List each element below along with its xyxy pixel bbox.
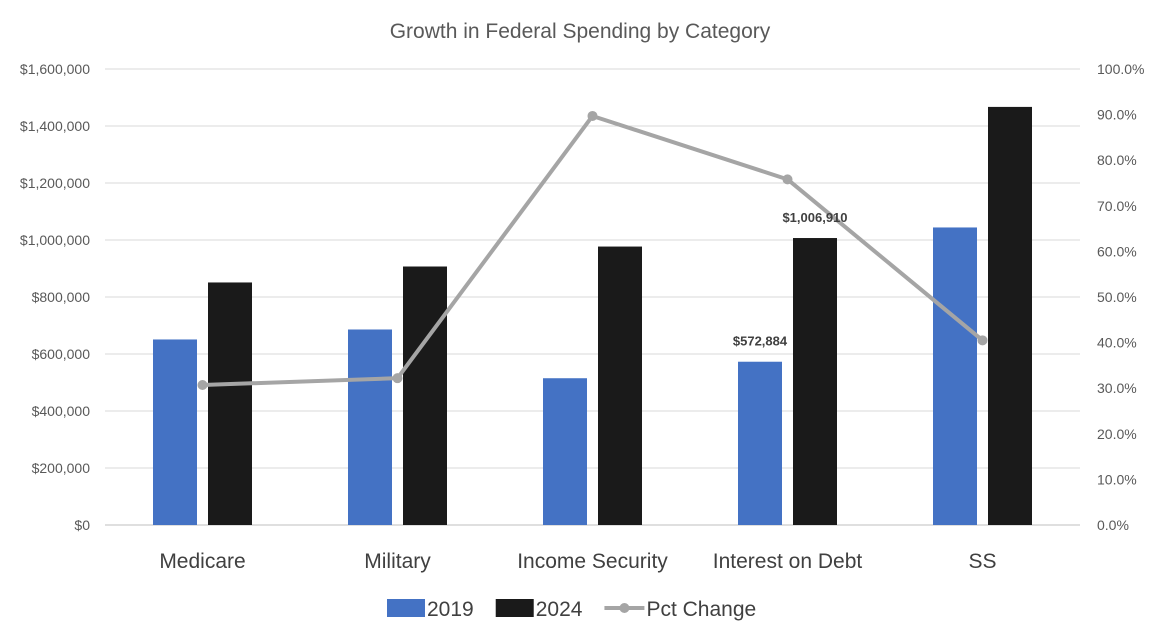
legend-line-marker <box>619 603 630 613</box>
right-tick-label: 70.0% <box>1097 198 1137 214</box>
left-tick-label: $800,000 <box>32 289 91 305</box>
bar-2019-military <box>348 329 392 525</box>
left-tick-label: $1,600,000 <box>20 61 90 77</box>
left-tick-label: $200,000 <box>32 460 91 476</box>
right-tick-label: 80.0% <box>1097 152 1137 168</box>
legend-label: 2019 <box>427 598 474 621</box>
category-label: Military <box>364 550 431 573</box>
bar-2024-military <box>403 266 447 525</box>
right-tick-label: 0.0% <box>1097 517 1129 533</box>
legend-swatch-2024 <box>495 599 534 617</box>
left-axis-ticks: $0 $200,000 $400,000 $600,000 $800,000 $1,000… <box>20 61 90 533</box>
bar-2024-ss <box>988 106 1032 525</box>
left-tick-label: $0 <box>74 517 90 533</box>
data-label: $1,006,910 <box>782 210 847 225</box>
data-label: $572,884 <box>733 334 788 349</box>
pct-change-line <box>197 110 988 391</box>
right-tick-label: 40.0% <box>1097 335 1137 351</box>
right-tick-label: 90.0% <box>1097 107 1137 123</box>
pct-change-point-military <box>392 373 403 384</box>
category-label: Medicare <box>159 550 245 573</box>
bar-2019-medicare <box>153 339 197 525</box>
left-tick-label: $1,400,000 <box>20 118 90 134</box>
gridlines <box>105 68 1080 526</box>
category-label: Interest on Debt <box>713 550 863 573</box>
right-tick-label: 20.0% <box>1097 426 1137 442</box>
right-tick-label: 30.0% <box>1097 380 1137 396</box>
legend-swatch-2019 <box>387 599 425 617</box>
pct-change-point-interest-on-debt <box>782 174 793 185</box>
left-tick-label: $600,000 <box>32 346 91 362</box>
left-tick-label: $1,200,000 <box>20 175 90 191</box>
pct-change-point-medicare <box>197 380 208 391</box>
category-label: Income Security <box>517 550 668 573</box>
pct-change-point-income-security <box>587 110 598 121</box>
left-tick-label: $1,000,000 <box>20 232 90 248</box>
bar-2024-interest-on-debt <box>793 238 837 526</box>
pct-change-point-ss <box>977 335 988 346</box>
chart-title: Growth in Federal Spending by Category <box>390 20 771 43</box>
right-tick-label: 50.0% <box>1097 289 1137 305</box>
right-tick-label: 60.0% <box>1097 243 1137 259</box>
right-tick-label: 100.0% <box>1097 61 1144 77</box>
legend-label: 2024 <box>536 598 583 621</box>
data-labels: $572,884 $1,006,910 <box>733 210 848 349</box>
legend-label: Pct Change <box>646 598 756 621</box>
bar-2024-medicare <box>208 282 252 525</box>
bars <box>153 106 1032 526</box>
bar-2019-interest-on-debt <box>738 361 782 525</box>
category-axis: Medicare Military Income Security Interest … <box>159 550 996 573</box>
bar-2024-income-security <box>598 246 642 525</box>
pct-change-polyline <box>202 113 984 388</box>
category-label: SS <box>968 550 996 573</box>
right-axis-ticks: 0.0% 10.0% 20.0% 30.0% 40.0% 50.0% 60.0% 70.0% 8… <box>1097 61 1144 533</box>
right-tick-label: 10.0% <box>1097 471 1137 487</box>
legend: 2019 2024 Pct Change <box>387 598 756 621</box>
bar-2019-income-security <box>543 378 587 525</box>
bar-2019-ss <box>933 227 977 525</box>
left-tick-label: $400,000 <box>32 403 91 419</box>
